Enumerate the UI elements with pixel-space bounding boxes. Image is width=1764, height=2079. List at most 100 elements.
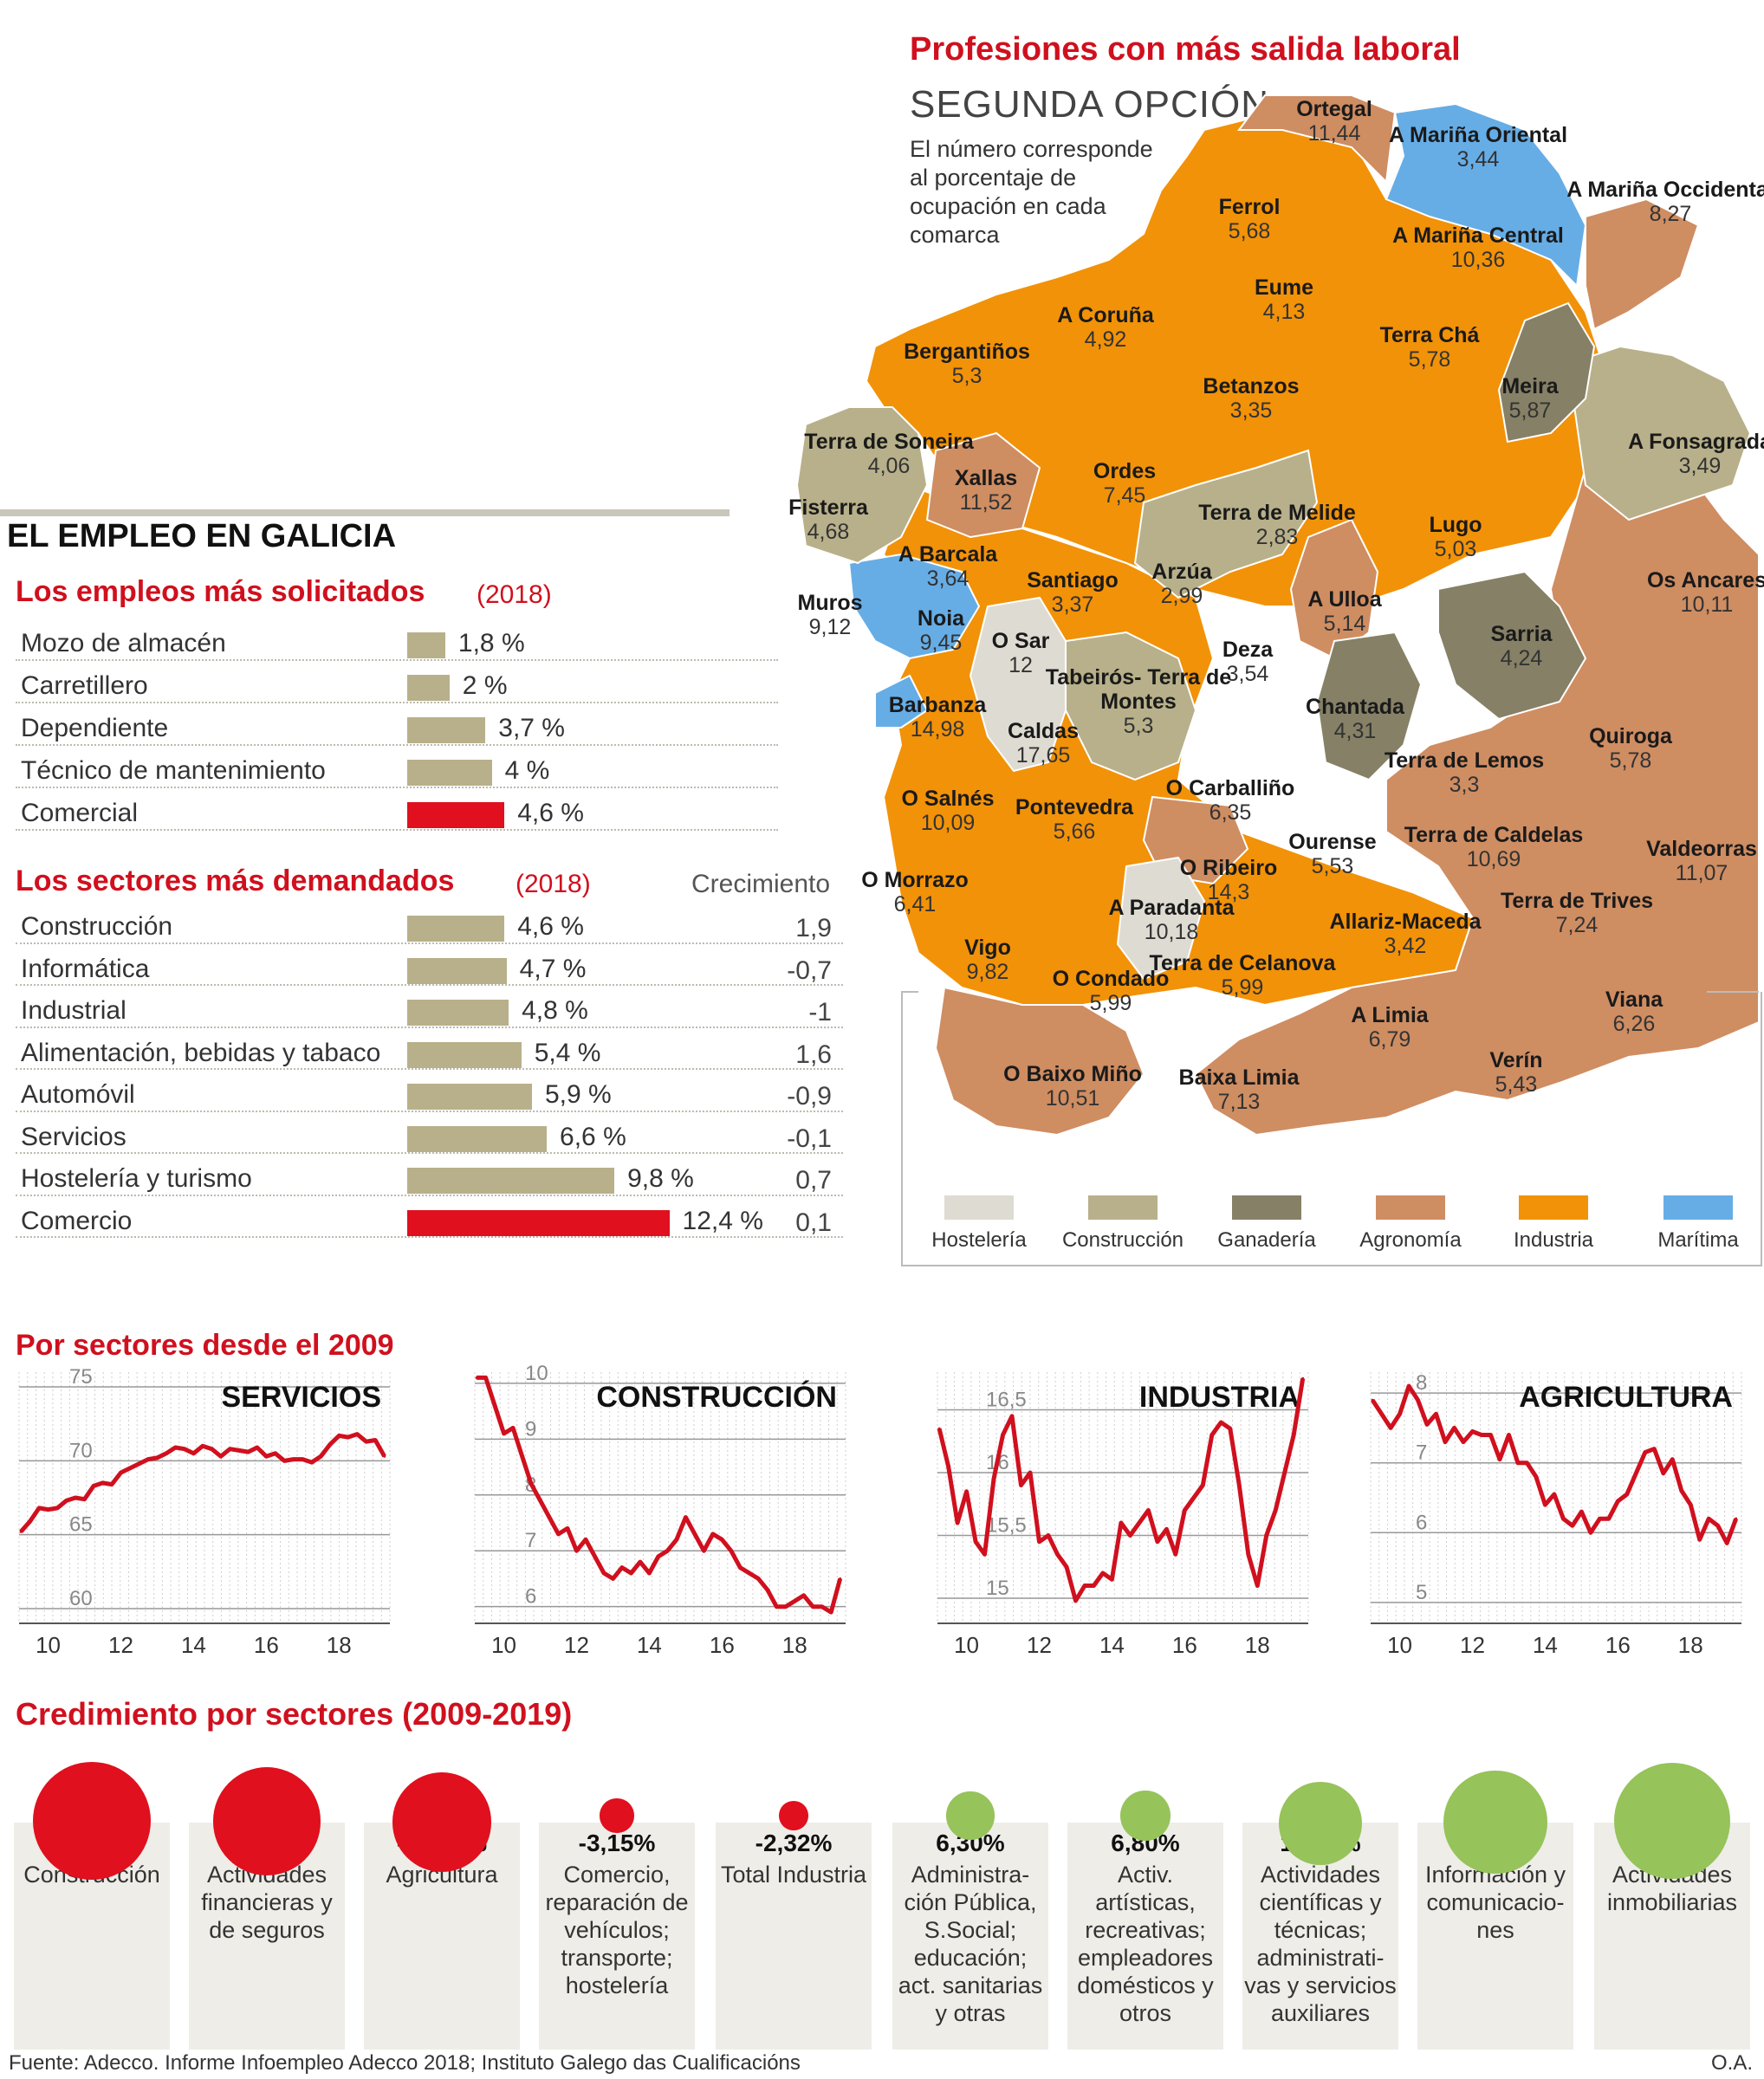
row-label: Comercio (21, 1206, 133, 1235)
comarca-name: Viana (1605, 988, 1663, 1012)
ts-data-point (1480, 1434, 1483, 1436)
comarca-label: A Paradanta 10,18 (1109, 896, 1235, 944)
comarca-name: O Carballiño (1165, 776, 1295, 800)
legend-swatch (1663, 1195, 1733, 1220)
ts-data-point (1092, 1584, 1095, 1587)
comarca-label: Sarria 4,24 (1491, 622, 1553, 670)
comarca-value: 17,65 (1015, 743, 1071, 767)
comarca-value: 5,78 (1408, 347, 1451, 372)
legend-label: Industria (1513, 1228, 1594, 1252)
ts-data-point (738, 1566, 742, 1570)
ts-y-tick: 7 (525, 1529, 536, 1552)
comarca-value: 4,31 (1333, 719, 1377, 743)
ts-data-point (1716, 1524, 1720, 1527)
comarca-label: Xallas 11,52 (955, 466, 1017, 515)
ts-data-point (1398, 1412, 1402, 1415)
ts-data-point (274, 1452, 277, 1455)
bar-value-label: 3,7 % (498, 714, 565, 742)
ts-data-point (146, 1458, 150, 1461)
ts-data-point (1174, 1552, 1177, 1556)
comarca-label: A Fonsagrada 3,49 (1628, 430, 1764, 478)
ts-data-point (246, 1450, 250, 1454)
ts-data-point (1201, 1484, 1204, 1486)
comarca-label: Ourense 5,53 (1288, 830, 1376, 878)
ts-data-point (1589, 1531, 1592, 1534)
ts-data-point (256, 1446, 259, 1449)
ts-x-tick: 18 (1678, 1632, 1703, 1658)
region-construccion-melide (1133, 449, 1319, 599)
bar-value-label: 4 % (504, 756, 550, 785)
comarca-value: 11,44 (1307, 121, 1361, 146)
comarca-value: 14,98 (910, 717, 965, 742)
ts-chart-title: INDUSTRIA (1139, 1381, 1300, 1414)
comarca-value: 6,41 (893, 892, 937, 916)
ts-data-point (811, 1605, 814, 1609)
comarca-name: Terra de Caldelas (1404, 823, 1584, 847)
ts-data-point (1525, 1461, 1528, 1465)
ts-data-point (657, 1555, 660, 1558)
ts-y-tick: 15,5 (986, 1514, 1027, 1538)
jobs-title: Los empleos más solicitados (16, 575, 425, 608)
comarca-label: Vigo 9,82 (964, 936, 1011, 984)
growth-pct: -3,15% (578, 1830, 656, 1856)
comarca-value: 3,42 (1384, 934, 1427, 958)
growth-value: 1,9 (795, 914, 832, 942)
comarca-label: Noia 9,45 (918, 606, 964, 655)
ts-x-tick: 18 (1245, 1632, 1270, 1658)
ts-data-point (493, 1404, 496, 1408)
ts-data-point (1598, 1517, 1601, 1520)
ts-data-point (693, 1532, 697, 1536)
ts-data-point (1247, 1552, 1250, 1556)
comarca-label: Verín 5,43 (1489, 1048, 1542, 1097)
bar-value-label: 1,8 % (457, 629, 525, 657)
data-bar (407, 760, 492, 786)
ts-data-point (1707, 1517, 1710, 1520)
comarca-name: A Mariña Occidental (1566, 178, 1764, 202)
comarca-label: Ordes 7,45 (1093, 459, 1156, 508)
comarca-value: 2,99 (1160, 584, 1203, 608)
ts-data-point (1616, 1499, 1619, 1503)
ts-x-tick: 12 (1027, 1632, 1052, 1658)
comarca-value: 5,99 (1221, 975, 1264, 1000)
ts-y-tick: 65 (69, 1513, 93, 1537)
map-note-line: ocupación en cada (910, 193, 1106, 219)
ts-data-point (557, 1532, 561, 1536)
row-label: Mozo de almacén (21, 629, 226, 657)
comarca-name: O Sar (991, 629, 1050, 653)
comarca-value: 3,37 (1051, 593, 1094, 617)
ts-data-point (119, 1471, 122, 1474)
ts-data-point (1028, 1471, 1032, 1474)
ts-data-point (1229, 1427, 1232, 1430)
region-ganaderia-meira (1497, 301, 1596, 444)
map-note-line: El número corresponde (910, 136, 1153, 162)
growth-label: Comercio, reparación de vehículos; trans… (545, 1862, 689, 1998)
map-note: El número corresponde al porcentaje de o… (910, 135, 1153, 249)
ts-data-point (639, 1560, 642, 1564)
comarca-value: 7,24 (1555, 913, 1599, 937)
region-construccion-fonsagrada (1566, 345, 1752, 521)
ts-data-point (337, 1434, 340, 1437)
region-ganaderia-chantada (1315, 631, 1423, 781)
comarca-name: Quiroga (1589, 724, 1672, 748)
comarca-label: Terra de Trives 7,24 (1501, 889, 1653, 937)
ts-x-tick: 16 (254, 1632, 279, 1658)
comarca-label: Eume 4,13 (1255, 275, 1313, 324)
ts-data-point (373, 1438, 377, 1441)
ts-x-tick: 16 (1605, 1632, 1631, 1658)
ts-data-point (647, 1571, 651, 1575)
ts-y-tick: 15 (986, 1577, 1009, 1600)
ts-data-point (1689, 1503, 1692, 1506)
growth-value: -1 (808, 998, 832, 1027)
comarca-name: A Mariña Central (1392, 223, 1564, 248)
comarca-value: 4,06 (867, 454, 911, 478)
comarca-name: Deza (1222, 638, 1274, 662)
comarca-value: 10,18 (1144, 920, 1199, 944)
ts-data-point (264, 1454, 268, 1458)
legend-swatch (1519, 1195, 1588, 1220)
ts-data-point (711, 1532, 715, 1536)
ts-data-point (1065, 1565, 1068, 1569)
comarca-name: Xallas (954, 466, 1018, 490)
ts-data-point (1417, 1398, 1420, 1402)
comarca-value: 6,26 (1612, 1012, 1656, 1036)
comarca-label: Ortegal 11,44 (1296, 97, 1372, 146)
